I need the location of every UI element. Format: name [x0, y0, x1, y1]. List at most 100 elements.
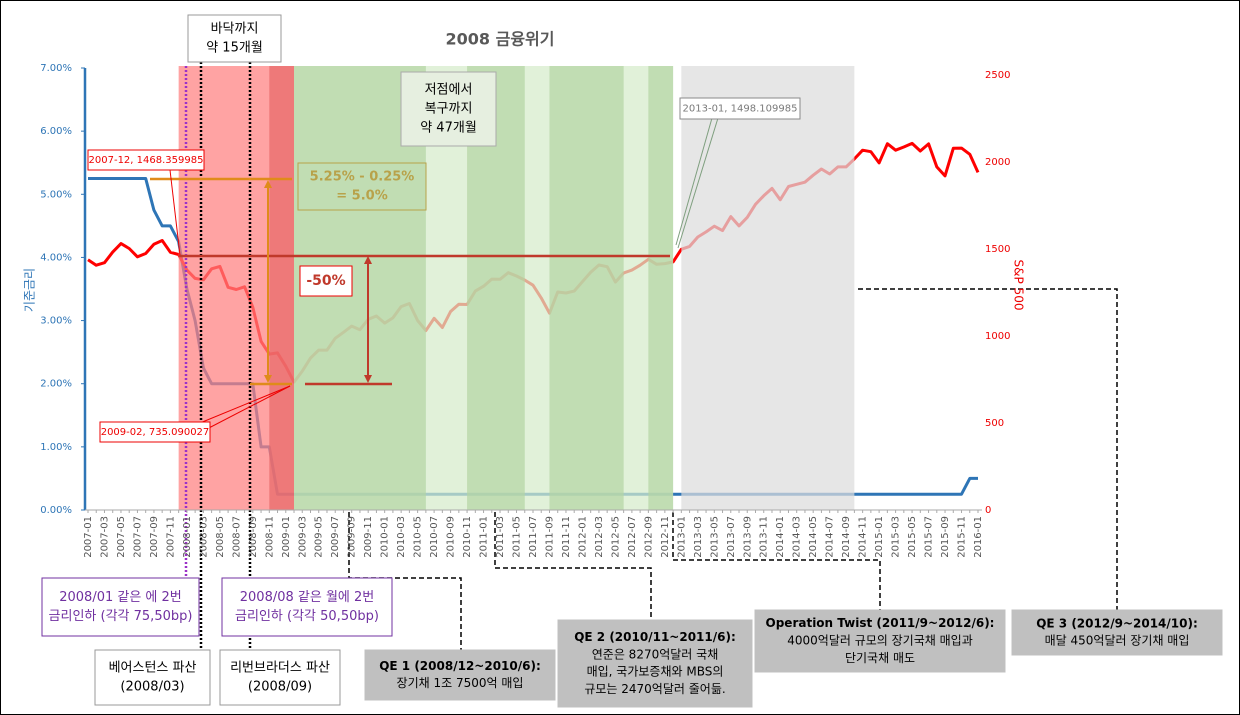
x-tick-label: 2009-07: [330, 516, 341, 558]
x-tick-label: 2015-03: [891, 516, 902, 558]
y-tick-label: 2.00%: [40, 379, 72, 390]
shaded-region: [681, 66, 855, 510]
x-tick-label: 2009-03: [297, 516, 308, 558]
x-tick-label: 2011-05: [512, 516, 523, 558]
x-tick-label: 2007-01: [83, 516, 94, 558]
annotation-box: [299, 265, 353, 297]
y-tick-label: 1.00%: [40, 442, 72, 453]
x-tick-label: 2012-09: [643, 516, 654, 558]
annotation-text: 금리인하 (각각 50,50bp): [235, 609, 379, 624]
annotation-text: 2013-01, 1498.109985: [683, 104, 798, 115]
y2-tick-label: 2000: [985, 157, 1010, 168]
x-tick-label: 2010-09: [446, 516, 457, 558]
annotation-text: 4000억달러 규모의 장기국채 매입과: [787, 634, 973, 648]
connector: [672, 512, 881, 610]
connector: [858, 288, 1118, 610]
annotation-text: QE 3 (2012/9~2014/10):: [1036, 616, 1198, 630]
arrow-head: [364, 375, 372, 383]
x-tick-label: 2007-09: [149, 516, 160, 558]
callout-line: [677, 117, 719, 249]
annotation-text: = 5.0%: [336, 188, 387, 203]
callout-line: [169, 169, 181, 256]
y2-tick-label: 1500: [985, 244, 1010, 255]
annotation-text: 매달 450억달러 장기채 매입: [1045, 634, 1190, 648]
x-tick-label: 2009-09: [347, 516, 358, 558]
x-tick-label: 2009-05: [314, 516, 325, 558]
x-tick-label: 2008-07: [231, 516, 242, 558]
annotation-text: 연준은 8270억달러 국채: [592, 647, 719, 661]
x-tick-label: 2013-09: [742, 516, 753, 558]
shaded-region: [269, 66, 295, 510]
annotation-text: 2007-12, 1468.359985: [89, 155, 204, 166]
x-tick-label: 2010-01: [380, 516, 391, 558]
y-tick-label: 4.00%: [40, 252, 72, 263]
annotation-box: [1011, 609, 1223, 656]
x-tick-label: 2011-03: [495, 516, 506, 558]
x-tick-label: 2007-05: [116, 516, 127, 558]
annotation-text: 금리인하 (각각 75,50bp): [49, 609, 193, 624]
callout-line: [204, 385, 291, 431]
x-tick-label: 2011-07: [528, 516, 539, 558]
y2-tick-label: 1000: [985, 331, 1010, 342]
annotation-box: [400, 71, 497, 147]
annotation-text: 장기채 1조 7500억 매입: [397, 676, 524, 690]
arrow-head: [264, 375, 272, 383]
x-tick-label: 2013-05: [709, 516, 720, 558]
annotation-text: 바닥까지: [211, 22, 259, 37]
x-tick-label: 2014-07: [825, 516, 836, 558]
annotation-text: Operation Twist (2011/9~2012/6):: [766, 616, 995, 630]
x-tick-label: 2008-11: [264, 516, 275, 558]
annotation-text: 약 15개월: [206, 40, 263, 55]
annotation-text: 2008/08 같은 월에 2번: [240, 590, 374, 605]
x-tick-label: 2013-11: [759, 516, 770, 558]
annotation-text: 매입, 국가보증채와 MBS의: [587, 665, 724, 679]
x-tick-label: 2012-11: [660, 516, 671, 558]
y-tick-label: 5.00%: [40, 189, 72, 200]
x-tick-label: 2013-01: [676, 516, 687, 558]
y2-tick-label: 2500: [985, 70, 1010, 81]
shaded-region: [648, 66, 674, 510]
callout-line: [675, 117, 713, 246]
y-tick-label: 7.00%: [40, 63, 72, 74]
x-tick-label: 2007-11: [165, 516, 176, 558]
annotation-text: QE 1 (2008/12~2010/6):: [379, 659, 541, 673]
connector: [494, 512, 652, 620]
x-tick-label: 2010-07: [429, 516, 440, 558]
annotation-box: [297, 162, 427, 211]
x-tick-label: 2014-05: [808, 516, 819, 558]
x-tick-label: 2014-03: [792, 516, 803, 558]
annotation-text: 약 47개월: [420, 120, 477, 135]
annotation-box: [364, 649, 556, 701]
annotation-box: [99, 421, 211, 443]
x-tick-label: 2011-11: [561, 516, 572, 558]
x-tick-label: 2009-01: [281, 516, 292, 558]
x-tick-label: 2009-11: [363, 516, 374, 558]
x-tick-label: 2015-07: [924, 516, 935, 558]
arrow-head: [264, 180, 272, 188]
x-tick-label: 2014-11: [858, 516, 869, 558]
x-tick-label: 2007-03: [99, 516, 110, 558]
x-tick-label: 2011-01: [479, 516, 490, 558]
x-tick-label: 2010-05: [413, 516, 424, 558]
x-tick-label: 2012-05: [610, 516, 621, 558]
annotation-box: [754, 609, 1006, 673]
overlay: [178, 66, 855, 510]
axes: 0.00% 1.00% 2.00% 3.00% 4.00% 5.00% 6.00% 7.00%…: [40, 63, 1010, 558]
annotation-box: [187, 14, 282, 63]
y-tick-label: 6.00%: [40, 126, 72, 137]
x-tick-label: 2008-01: [182, 516, 193, 558]
y-tick-label: 3.00%: [40, 316, 72, 327]
x-tick-label: 2011-09: [544, 516, 555, 558]
y-axis-label: 기준금리: [23, 268, 37, 312]
annotation-text: 복구까지: [425, 102, 473, 117]
chart-title: 2008 금융위기: [446, 30, 555, 49]
y2-tick-label: 500: [985, 418, 1004, 429]
x-tick-label: 2016-01: [973, 516, 984, 558]
x-tick-label: 2010-11: [462, 516, 473, 558]
annotation-text: 2008/01 같은 에 2번: [59, 590, 182, 605]
x-tick-label: 2012-03: [594, 516, 605, 558]
annotation-text: QE 2 (2010/11~2011/6):: [574, 630, 736, 644]
arrow-head: [364, 256, 372, 264]
annotation-text: 2009-02, 735.090027: [101, 427, 210, 438]
